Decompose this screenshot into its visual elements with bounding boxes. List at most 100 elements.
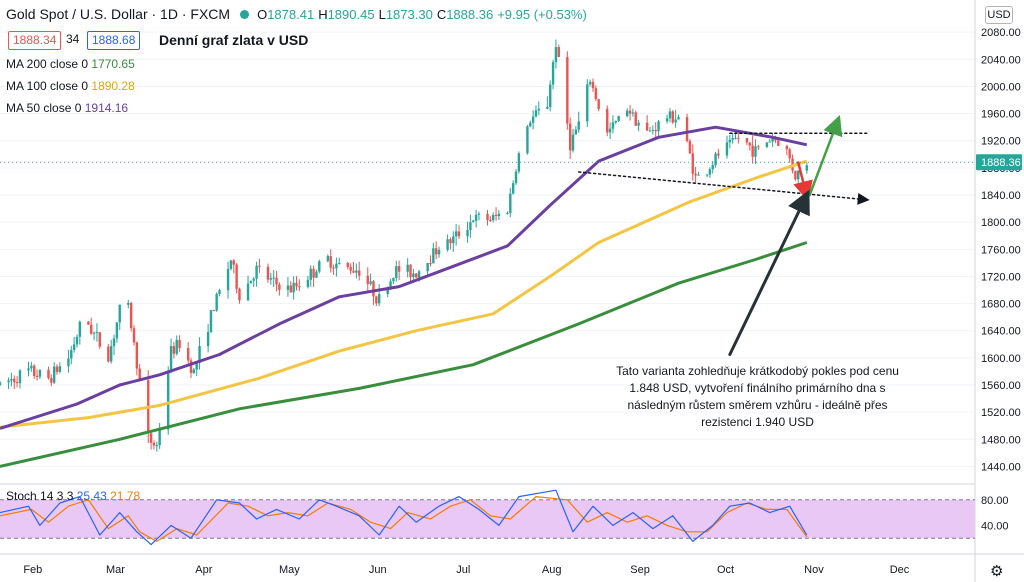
candle-down xyxy=(332,267,335,269)
annotation-text: Tato varianta zohledňuje krátkodobý pokl… xyxy=(616,364,899,429)
candle-down xyxy=(295,282,298,287)
candle-up xyxy=(70,350,73,359)
candle-down xyxy=(415,273,418,278)
price-tick-label: 1560.00 xyxy=(981,380,1021,392)
candle-up xyxy=(67,358,70,367)
stoch-legend[interactable]: Stoch 14 3 3 25.43 21.78 xyxy=(6,489,140,503)
candle-up xyxy=(472,220,475,223)
candle-up xyxy=(537,108,541,111)
candle-down xyxy=(606,108,609,133)
candles-group xyxy=(0,39,808,452)
candle-down xyxy=(266,266,270,280)
candle-down xyxy=(358,270,361,276)
candle-down xyxy=(717,153,720,156)
ask-price-box[interactable]: 1888.68 xyxy=(87,31,141,50)
chart-subtitle: Denní graf zlata v USD xyxy=(159,32,309,48)
candle-down xyxy=(47,369,50,379)
candle-up xyxy=(229,260,233,269)
candle-up xyxy=(195,362,198,370)
candle-down xyxy=(98,332,101,347)
candle-up xyxy=(206,331,210,347)
candle-up xyxy=(466,229,469,237)
candle-down xyxy=(275,277,278,285)
candle-up xyxy=(286,285,290,290)
candle-up xyxy=(734,137,737,139)
stoch-d-line xyxy=(0,496,808,543)
candle-up xyxy=(546,106,549,109)
candle-up xyxy=(731,137,734,140)
ma50-value: 1914.16 xyxy=(84,101,129,115)
close-value: 1888.36 xyxy=(446,7,494,22)
candle-up xyxy=(492,214,495,221)
candle-up xyxy=(255,265,258,279)
candle-up xyxy=(417,271,421,278)
candle-down xyxy=(568,123,572,151)
candle-down xyxy=(138,368,141,381)
price-tick-label: 1520.00 xyxy=(981,407,1021,419)
candle-up xyxy=(631,112,635,114)
candle-down xyxy=(645,122,649,131)
bid-price-box[interactable]: 1888.34 xyxy=(8,31,62,50)
candle-up xyxy=(127,302,130,305)
chart-header: Gold Spot / U.S. Dollar · 1D · FXCM O1878… xyxy=(6,6,591,22)
gear-icon[interactable]: ⚙ xyxy=(990,563,1004,580)
candle-up xyxy=(586,84,589,122)
candle-up xyxy=(95,332,99,334)
candle-down xyxy=(178,339,181,349)
candle-up xyxy=(797,170,800,180)
candle-down xyxy=(235,264,238,289)
candle-up xyxy=(158,429,161,446)
price-tick-label: 2080.00 xyxy=(981,27,1021,39)
price-tick-label: 1920.00 xyxy=(981,136,1021,148)
ma50-legend[interactable]: MA 50 close 0 1914.16 xyxy=(6,101,128,115)
candle-up xyxy=(92,332,96,334)
stoch-d-value: 21.78 xyxy=(110,489,141,503)
candle-up xyxy=(392,277,395,282)
last-price-label: 1888.36 xyxy=(981,157,1021,169)
candle-down xyxy=(486,213,489,221)
ma50-label: MA 50 close 0 xyxy=(6,101,82,115)
high-key: H xyxy=(318,7,328,22)
candle-up xyxy=(389,281,392,290)
candle-up xyxy=(246,283,250,301)
candle-down xyxy=(312,268,315,278)
symbol-title[interactable]: Gold Spot / U.S. Dollar · 1D · FXCM xyxy=(6,6,231,22)
time-tick-label: Jun xyxy=(369,564,387,576)
candle-down xyxy=(15,382,19,384)
candle-up xyxy=(754,146,757,157)
candle-up xyxy=(226,268,230,291)
candle-up xyxy=(651,130,655,132)
candle-up xyxy=(677,117,680,120)
candle-up xyxy=(497,213,501,217)
candle-down xyxy=(33,365,36,376)
time-tick-label: Mar xyxy=(106,564,125,576)
candle-up xyxy=(209,310,213,332)
ma200-value: 1770.65 xyxy=(91,57,135,71)
ma200-legend[interactable]: MA 200 close 0 1770.65 xyxy=(6,57,135,71)
candle-down xyxy=(172,346,176,354)
candle-down xyxy=(634,112,637,126)
candle-up xyxy=(625,110,629,117)
candle-down xyxy=(434,248,438,255)
candle-up xyxy=(169,346,173,372)
candle-up xyxy=(112,338,116,347)
candle-up xyxy=(437,249,441,255)
candle-down xyxy=(375,296,378,304)
candle-up xyxy=(714,153,717,166)
candle-up xyxy=(18,370,22,384)
candle-up xyxy=(577,121,580,130)
candle-up xyxy=(215,293,218,311)
candle-up xyxy=(648,130,652,132)
candle-up xyxy=(637,122,640,126)
currency-button[interactable]: USD xyxy=(985,6,1013,24)
candle-down xyxy=(671,111,675,123)
price-tick-label: 1680.00 xyxy=(981,299,1021,311)
low-key: L xyxy=(378,7,386,22)
candle-down xyxy=(628,110,632,114)
candle-up xyxy=(514,171,518,184)
candle-up xyxy=(665,118,669,122)
candle-up xyxy=(477,213,481,215)
candle-up xyxy=(115,322,119,339)
ma100-legend[interactable]: MA 100 close 0 1890.28 xyxy=(6,79,135,93)
